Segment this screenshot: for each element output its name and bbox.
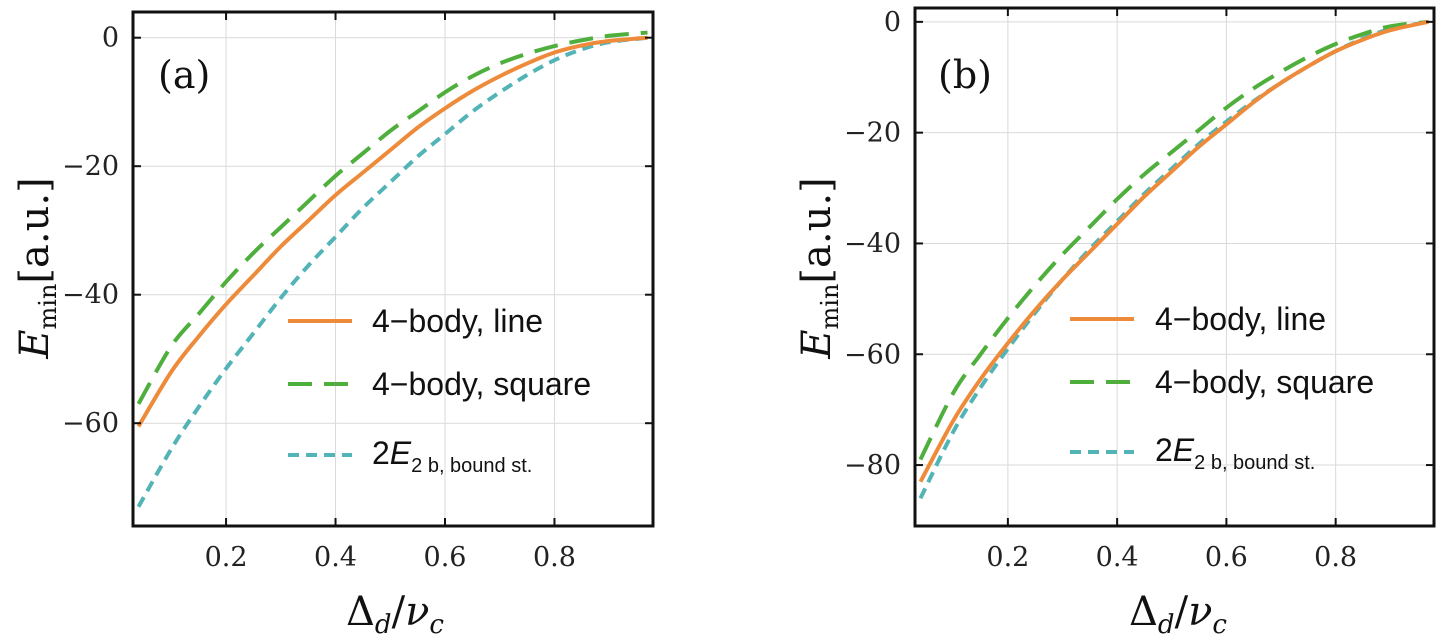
panel-a: 0.2 0.4 0.6 0.8 0 −20 −40 −60 (a) 4−body, line … bbox=[12, 10, 655, 640]
x-tick-label: 0.2 bbox=[205, 542, 248, 573]
series-square-b bbox=[918, 19, 1429, 461]
legend-bound-e: E bbox=[1173, 432, 1195, 468]
legend-bound-e: E bbox=[390, 435, 412, 471]
y-tick-label: −80 bbox=[844, 450, 901, 481]
xlabel-delta: Δ bbox=[1129, 589, 1158, 635]
x-tick-label: 0.6 bbox=[1205, 542, 1248, 573]
x-tick-label: 0.4 bbox=[314, 542, 357, 573]
legend-label-line: 4−body, line bbox=[1155, 301, 1326, 337]
xlabel-slash: / bbox=[1175, 589, 1189, 635]
legend-label-bound: 2E2 b, bound st. bbox=[372, 435, 532, 477]
xlabel-nu: ν bbox=[1188, 589, 1212, 635]
legend-bound-prefix: 2 bbox=[372, 435, 390, 471]
legend-label-bound: 2E2 b, bound st. bbox=[1155, 432, 1315, 474]
x-tick-label: 0.6 bbox=[424, 542, 467, 573]
x-tick-label: 0.8 bbox=[1314, 542, 1357, 573]
ylabel-min: min bbox=[816, 284, 844, 330]
panel-label-b: (b) bbox=[938, 53, 992, 97]
series-bound-a bbox=[136, 35, 648, 508]
legend-a: 4−body, line 4−body, square 2E2 b, bound… bbox=[288, 303, 591, 477]
series-square-a bbox=[136, 30, 648, 405]
ylabel-unit: [a.u.] bbox=[12, 177, 58, 283]
panel-b: 0.2 0.4 0.6 0.8 0 −20 −40 −60 −80 (b) 4−body, li… bbox=[794, 6, 1436, 640]
panel-label-a: (a) bbox=[158, 53, 210, 97]
grid-lines-a bbox=[133, 12, 653, 526]
legend-bound-sub: 2 b, bound st. bbox=[1194, 452, 1315, 474]
y-tick-label: −20 bbox=[844, 118, 901, 149]
xlabel-c: c bbox=[1212, 610, 1227, 640]
xlabel-delta: Δ bbox=[346, 589, 375, 635]
y-tick-label: −60 bbox=[62, 408, 119, 439]
plot-frame-b bbox=[913, 6, 1436, 528]
x-tick-label: 0.4 bbox=[1096, 542, 1139, 573]
series-lines-a bbox=[136, 30, 648, 508]
xlabel-nu: ν bbox=[405, 589, 429, 635]
y-axis-title-a: Emin[a.u.] bbox=[12, 177, 62, 359]
ylabel-unit: [a.u.] bbox=[794, 177, 840, 283]
plot-frame-a bbox=[131, 10, 655, 528]
x-tick-label: 0.2 bbox=[986, 542, 1029, 573]
xlabel-d: d bbox=[375, 610, 392, 640]
ylabel-e: E bbox=[12, 329, 58, 359]
series-lines-b bbox=[918, 19, 1429, 500]
y-tick-label: −60 bbox=[844, 339, 901, 370]
x-tick-label: 0.8 bbox=[533, 542, 576, 573]
legend-b: 4−body, line 4−body, square 2E2 b, bound… bbox=[1070, 301, 1374, 474]
x-axis-title-b: Δd/νc bbox=[1129, 589, 1227, 640]
legend-label-square: 4−body, square bbox=[1155, 364, 1374, 400]
legend-bound-prefix: 2 bbox=[1155, 432, 1173, 468]
y-tick-label: 0 bbox=[102, 23, 119, 54]
y-tick-label: −20 bbox=[62, 151, 119, 182]
ticks-a: 0.2 0.4 0.6 0.8 0 −20 −40 −60 bbox=[62, 12, 653, 573]
xlabel-c: c bbox=[429, 610, 444, 640]
ticks-b: 0.2 0.4 0.6 0.8 0 −20 −40 −60 −80 bbox=[844, 7, 1434, 573]
legend-label-line: 4−body, line bbox=[372, 303, 543, 339]
series-line-b bbox=[918, 19, 1429, 483]
legend-bound-sub: 2 b, bound st. bbox=[411, 455, 532, 477]
xlabel-slash: / bbox=[392, 589, 406, 635]
y-tick-label: −40 bbox=[844, 228, 901, 259]
x-axis-title-a: Δd/νc bbox=[346, 589, 444, 640]
xlabel-d: d bbox=[1158, 610, 1175, 640]
ylabel-min: min bbox=[34, 284, 62, 330]
y-tick-label: −40 bbox=[62, 280, 119, 311]
legend-label-square: 4−body, square bbox=[372, 366, 591, 402]
series-line-a bbox=[136, 35, 648, 428]
ylabel-e: E bbox=[794, 329, 840, 359]
y-axis-title-b: Emin[a.u.] bbox=[794, 177, 844, 359]
series-bound-b bbox=[918, 19, 1429, 500]
y-tick-label: 0 bbox=[884, 7, 901, 38]
